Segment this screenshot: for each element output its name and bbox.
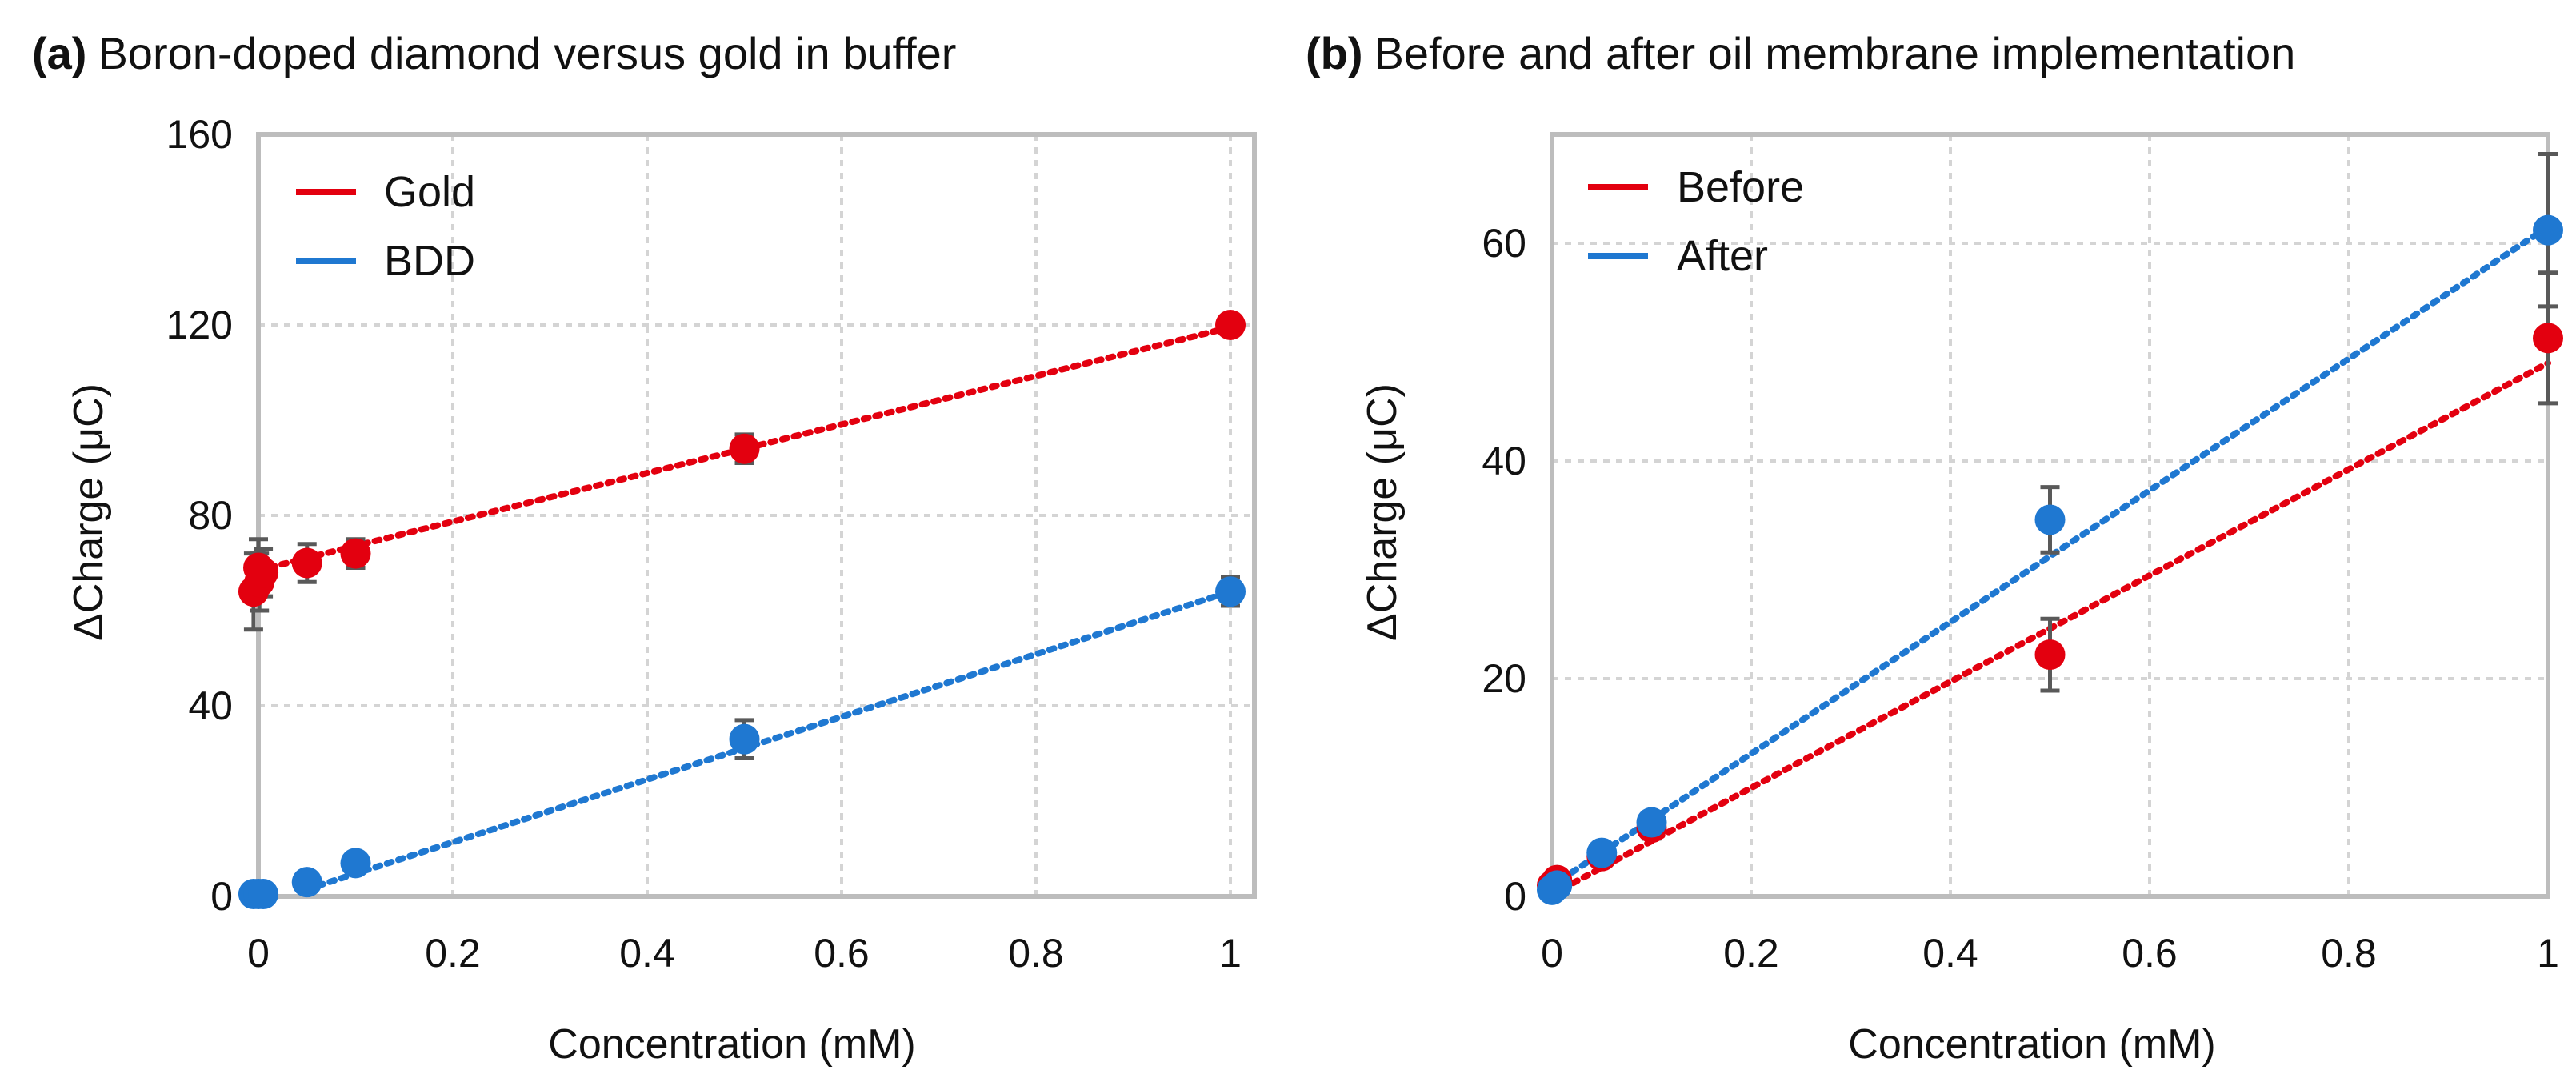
y-tick-label-40: 40 — [1482, 439, 1526, 483]
panel-b-y-axis-title: ΔCharge (μC) — [1359, 383, 1406, 641]
panel-b-points — [1537, 214, 2563, 905]
y-tick-label-40: 40 — [188, 683, 233, 728]
panel-a-points — [238, 310, 1246, 910]
x-tick-label-0-6: 0.6 — [814, 931, 870, 976]
trendline-after — [1549, 223, 2551, 889]
panel-a-trendlines — [255, 323, 1234, 893]
data-point-bdd-4 — [340, 848, 371, 879]
legend-label-after: After — [1677, 232, 1768, 280]
panel-a-error-bars — [243, 318, 1240, 899]
panel-b-x-ticks: 0 0.2 0.4 0.6 0.8 1 — [1541, 931, 2559, 976]
x-tick-label-0-8: 0.8 — [2321, 931, 2377, 976]
data-point-gold-7 — [1215, 310, 1246, 340]
y-tick-label-160: 160 — [166, 112, 233, 157]
data-point-bdd-3 — [291, 867, 322, 898]
panel-b-trendlines — [1549, 223, 2551, 898]
data-point-after-4 — [2034, 504, 2066, 535]
panel-b-title: (b) Before and after oil membrane impleme… — [1306, 28, 2295, 78]
x-tick-label-0: 0 — [1541, 931, 1563, 976]
legend-label-before: Before — [1677, 163, 1804, 211]
panel-b-plot-frame — [1550, 132, 2550, 899]
x-tick-label-0-2: 0.2 — [1723, 931, 1779, 976]
panel-a-x-axis-title: Concentration (mM) — [548, 1021, 915, 1068]
data-point-after-5 — [2533, 214, 2563, 246]
y-tick-label-20: 20 — [1482, 656, 1526, 701]
legend-label-gold: Gold — [384, 168, 475, 216]
panel-a-title-text: Boron-doped diamond versus gold in buffe… — [98, 28, 956, 78]
panel-a-legend: Gold BDD — [296, 168, 475, 285]
data-point-bdd-2 — [248, 879, 279, 910]
data-point-gold-4 — [291, 547, 322, 579]
data-point-after-2 — [1586, 837, 1618, 868]
data-point-bdd-6 — [1215, 576, 1246, 607]
panel-a-title: (a) Boron-doped diamond versus gold in bu… — [32, 28, 956, 78]
panel-a-y-ticks: 0 40 80 120 160 — [166, 112, 233, 919]
y-tick-label-80: 80 — [188, 493, 233, 538]
panel-a-letter: (a) — [32, 28, 86, 78]
x-tick-label-0-4: 0.4 — [1922, 931, 1978, 976]
data-point-bdd-5 — [729, 723, 760, 755]
data-point-gold-3 — [248, 557, 279, 588]
x-tick-label-1: 1 — [2537, 931, 2559, 976]
x-tick-label-1: 1 — [1219, 931, 1242, 976]
panel-a-x-ticks: 0 0.2 0.4 0.6 0.8 1 — [247, 931, 1242, 976]
panel-b-letter: (b) — [1306, 28, 1363, 78]
panel-a-plot-frame — [256, 132, 1257, 899]
y-tick-label-60: 60 — [1482, 221, 1526, 266]
x-tick-label-0: 0 — [247, 931, 270, 976]
panel-b-x-axis-title: Concentration (mM) — [1848, 1021, 2215, 1068]
data-point-before-5 — [2533, 323, 2563, 354]
panel-b: (b) Before and after oil membrane impleme… — [1306, 28, 2563, 1068]
x-tick-label-0-6: 0.6 — [2122, 931, 2178, 976]
legend-label-bdd: BDD — [384, 237, 475, 285]
panel-b-legend: Before After — [1588, 163, 1804, 280]
panel-a: (a) Boron-doped diamond versus gold in bu… — [32, 28, 1257, 1068]
x-tick-label-0-8: 0.8 — [1008, 931, 1064, 976]
data-point-after-1 — [1542, 870, 1573, 901]
trendline-bdd — [303, 588, 1234, 893]
x-tick-label-0-4: 0.4 — [619, 931, 675, 976]
data-point-before-4 — [2034, 639, 2066, 671]
panel-a-y-axis-title: ΔCharge (μC) — [66, 383, 112, 641]
x-tick-label-0-2: 0.2 — [425, 931, 481, 976]
data-point-after-3 — [1636, 807, 1667, 838]
y-tick-label-0: 0 — [1504, 874, 1526, 919]
panel-b-y-ticks: 0 20 40 60 — [1482, 221, 1526, 919]
panel-b-title-text: Before and after oil membrane implementa… — [1374, 28, 2296, 78]
y-tick-label-0: 0 — [210, 874, 233, 919]
data-point-gold-6 — [729, 433, 760, 464]
data-point-gold-5 — [340, 538, 371, 569]
y-tick-label-120: 120 — [166, 303, 233, 347]
